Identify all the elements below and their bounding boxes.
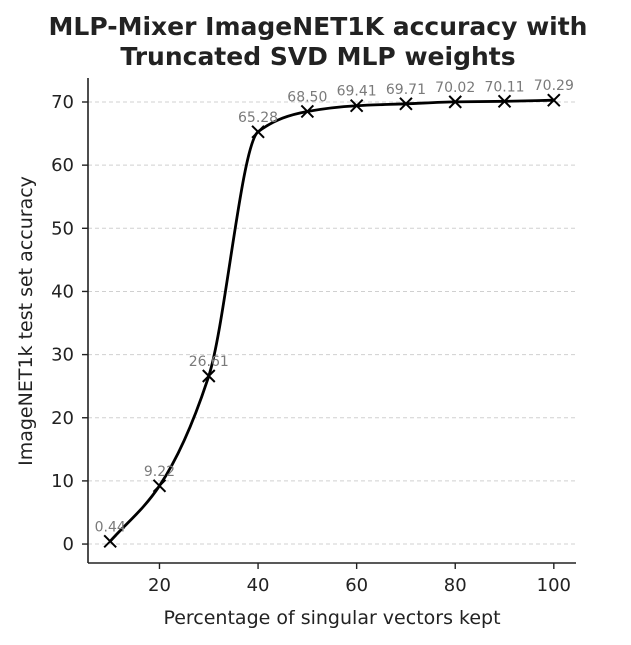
x-marker [152,479,167,493]
y-tick-label: 0 [63,534,74,555]
x-marker [497,94,512,109]
x-marker [547,93,561,107]
marker-x-100 [547,93,561,107]
y-axis-ticks: 0 10 20 30 40 50 60 70 [51,92,88,555]
y-tick-label: 40 [51,281,74,302]
x-marker [202,369,216,383]
marker-x-50 [300,104,315,119]
axes [87,78,576,564]
x-tick-label: 80 [444,575,467,596]
data-label: 70.11 [484,79,524,95]
data-labels: 0.44 9.22 26.61 65.28 68.50 69.41 69.71 70.02 70… [95,78,574,535]
marker-x-90 [497,94,512,109]
x-tick-label: 60 [345,575,368,596]
data-label: 68.50 [287,89,327,105]
x-axis-ticks: 20 40 60 80 100 [148,563,571,596]
x-marker [300,104,315,119]
marker-x-20 [152,479,167,493]
x-tick-label: 20 [148,575,171,596]
marker-x-60 [349,99,364,113]
y-tick-label: 20 [51,408,74,429]
y-tick-label: 10 [51,471,74,492]
y-tick-label: 70 [51,92,74,113]
marker-x-40 [251,125,265,139]
marker-x-80 [448,95,462,109]
marker-x-10 [103,534,117,548]
x-marker [349,99,364,113]
accuracy-series [103,93,561,548]
data-label: 70.29 [534,78,574,94]
data-label: 69.71 [386,82,426,98]
chart-title-line-2: Truncated SVD MLP weights [120,42,515,71]
x-tick-label: 100 [537,575,571,596]
marker-x-70 [399,97,413,111]
x-axis-label: Percentage of singular vectors kept [163,607,500,629]
data-label: 9.22 [144,464,175,480]
data-label: 0.44 [95,519,126,535]
y-tick-label: 30 [51,345,74,366]
x-marker [251,125,265,139]
y-axis-label: ImageNET1k test set accuracy [15,176,37,466]
data-label: 70.02 [435,80,475,96]
data-label: 26.61 [189,354,229,370]
chart-title-line-1: MLP-Mixer ImageNET1K accuracy with [49,12,588,41]
x-marker [448,95,462,109]
x-tick-label: 40 [247,575,270,596]
x-marker [399,97,413,111]
y-tick-label: 50 [51,218,74,239]
accuracy-line [109,98,554,543]
y-tick-label: 60 [51,155,74,176]
chart-title: MLP-Mixer ImageNET1K accuracy with Trunc… [49,12,588,71]
x-marker [103,534,117,548]
data-label: 65.28 [238,110,278,126]
data-label: 69.41 [337,84,377,100]
marker-x-30 [202,369,216,383]
